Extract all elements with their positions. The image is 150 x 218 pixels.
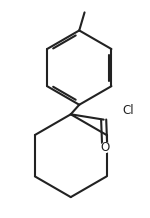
Text: Cl: Cl — [123, 104, 134, 117]
Text: O: O — [100, 141, 109, 154]
